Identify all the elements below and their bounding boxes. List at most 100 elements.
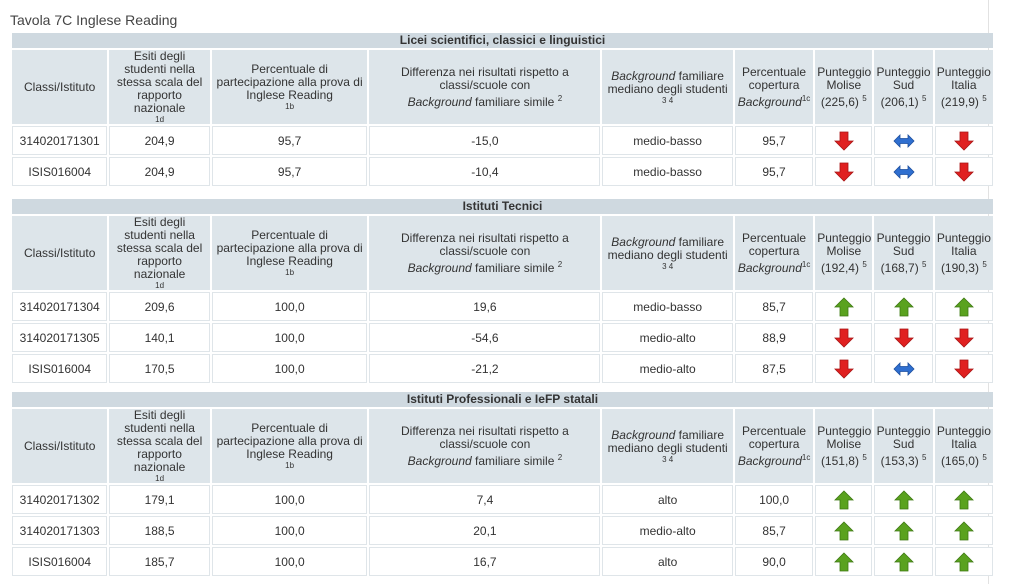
cell-molise: [815, 485, 873, 514]
header-part: (190,3): [940, 260, 979, 275]
header-esiti: Esiti degli studenti nella stessa scala …: [109, 216, 210, 290]
header-punteggio-sud: Punteggio Sud (206,1) 5: [874, 50, 933, 124]
cell-molise: [815, 126, 873, 155]
header-sup: 5: [982, 452, 987, 462]
cell-sud: [874, 547, 933, 576]
header-sup: 1c: [801, 452, 811, 462]
header-punteggio-molise: Punteggio Molise (225,6) 5: [815, 50, 873, 124]
cell-classe: ISIS016004: [12, 354, 108, 383]
header-part: Italia: [951, 436, 977, 451]
green-up-arrow-icon: [953, 296, 974, 316]
cell-italia: [934, 516, 993, 545]
header-part: familiare simile: [471, 94, 555, 109]
green-up-arrow-icon: [833, 520, 854, 540]
header-sup: 1d: [155, 474, 165, 483]
header-part: (153,3): [880, 453, 919, 468]
red-down-arrow-icon: [953, 131, 974, 151]
header-sup: 5: [862, 259, 867, 269]
header-part: Percentuale copertura: [742, 423, 807, 451]
header-italic: Background: [407, 260, 472, 275]
cell-sud: [874, 485, 933, 514]
cell-italia: [934, 292, 993, 321]
cell-background: medio-basso: [602, 292, 733, 321]
header-sup: 1c: [801, 93, 811, 103]
header-esiti: Esiti degli studenti nella stessa scala …: [109, 50, 210, 124]
header-background: Background familiare mediano degli stude…: [602, 409, 733, 483]
cell-esiti: 204,9: [109, 126, 210, 155]
cell-background: alto: [602, 485, 733, 514]
cell-esiti: 188,5: [109, 516, 210, 545]
cell-copertura: 88,9: [734, 323, 814, 352]
section-header-row: Istituti Professionali e IeFP statali: [12, 392, 993, 407]
cell-background: medio-basso: [602, 126, 733, 155]
cell-classe: ISIS016004: [12, 547, 108, 576]
cell-copertura: 95,7: [734, 157, 814, 186]
header-italic: Background: [737, 94, 802, 109]
cell-esiti: 140,1: [109, 323, 210, 352]
header-part: Punteggio: [817, 64, 872, 79]
header-partecipazione: Percentuale di partecipazione alla prova…: [211, 50, 368, 124]
section-header-row: Licei scientifici, classici e linguistic…: [12, 33, 993, 48]
header-part: Classi/Istituto: [24, 245, 96, 260]
header-sup: 3 4: [662, 261, 674, 271]
header-punteggio-sud: Punteggio Sud (153,3) 5: [874, 409, 933, 483]
table-row: ISIS016004 170,5 100,0 -21,2 medio-alto 87,5: [12, 354, 993, 383]
header-part: Sud: [892, 243, 915, 258]
header-part: Esiti degli studenti nella stessa scala …: [116, 409, 203, 474]
header-classi: Classi/Istituto: [12, 409, 108, 483]
cell-differenza: -21,2: [369, 354, 601, 383]
header-differenza: Differenza nei risultati rispetto a clas…: [369, 50, 601, 124]
header-part: Italia: [951, 77, 977, 92]
header-part: Punteggio: [936, 230, 991, 245]
header-punteggio-molise: Punteggio Molise (151,8) 5: [815, 409, 873, 483]
table-row: 314020171305 140,1 100,0 -54,6 medio-alto 88,…: [12, 323, 993, 352]
cell-partecipazione: 100,0: [211, 323, 368, 352]
data-table: Istituti Professionali e IeFP statali Cla…: [10, 390, 995, 578]
header-part: Punteggio: [817, 423, 872, 438]
header-italic: Background: [407, 94, 472, 109]
header-italic: Background: [407, 453, 472, 468]
header-part: Italia: [951, 243, 977, 258]
header-punteggio-italia: Punteggio Italia (165,0) 5: [934, 409, 993, 483]
cell-copertura: 87,5: [734, 354, 814, 383]
cell-partecipazione: 95,7: [211, 157, 368, 186]
cell-esiti: 209,6: [109, 292, 210, 321]
header-part: Percentuale copertura: [742, 230, 807, 258]
page-title: Tavola 7C Inglese Reading: [10, 12, 178, 28]
header-differenza: Differenza nei risultati rispetto a clas…: [369, 409, 601, 483]
data-table: Licei scientifici, classici e linguistic…: [10, 31, 995, 188]
header-punteggio-italia: Punteggio Italia (219,9) 5: [934, 50, 993, 124]
header-sup: 1d: [155, 281, 165, 290]
header-part: Punteggio: [817, 230, 872, 245]
cell-background: medio-basso: [602, 157, 733, 186]
cell-italia: [934, 323, 993, 352]
header-differenza: Differenza nei risultati rispetto a clas…: [369, 216, 601, 290]
table-row: 314020171304 209,6 100,0 19,6 medio-basso 85,…: [12, 292, 993, 321]
data-table: Istituti Tecnici Classi/Istituto Esiti deg…: [10, 197, 995, 385]
header-background: Background familiare mediano degli stude…: [602, 216, 733, 290]
header-part: familiare mediano degli studenti: [607, 68, 728, 96]
cell-sud: [874, 292, 933, 321]
cell-esiti: 179,1: [109, 485, 210, 514]
column-header-row: Classi/Istituto Esiti degli studenti nell…: [12, 50, 993, 124]
header-sup: 5: [862, 452, 867, 462]
cell-background: alto: [602, 547, 733, 576]
cell-sud: [874, 126, 933, 155]
header-part: Molise: [826, 243, 862, 258]
cell-molise: [815, 292, 873, 321]
cell-differenza: 20,1: [369, 516, 601, 545]
cell-classe: 314020171305: [12, 323, 108, 352]
cell-sud: [874, 354, 933, 383]
header-part: Punteggio: [876, 230, 931, 245]
section-table: Licei scientifici, classici e linguistic…: [10, 31, 995, 188]
cell-sud: [874, 516, 933, 545]
green-up-arrow-icon: [893, 489, 914, 509]
cell-molise: [815, 354, 873, 383]
section-table: Istituti Professionali e IeFP statali Cla…: [10, 390, 995, 578]
blue-double-arrow-icon: [893, 361, 915, 376]
blue-double-arrow-icon: [892, 164, 915, 179]
cell-copertura: 90,0: [734, 547, 814, 576]
header-part: Percentuale di partecipazione alla prova…: [216, 421, 363, 461]
green-up-arrow-icon: [893, 296, 914, 316]
cell-partecipazione: 100,0: [211, 547, 368, 576]
